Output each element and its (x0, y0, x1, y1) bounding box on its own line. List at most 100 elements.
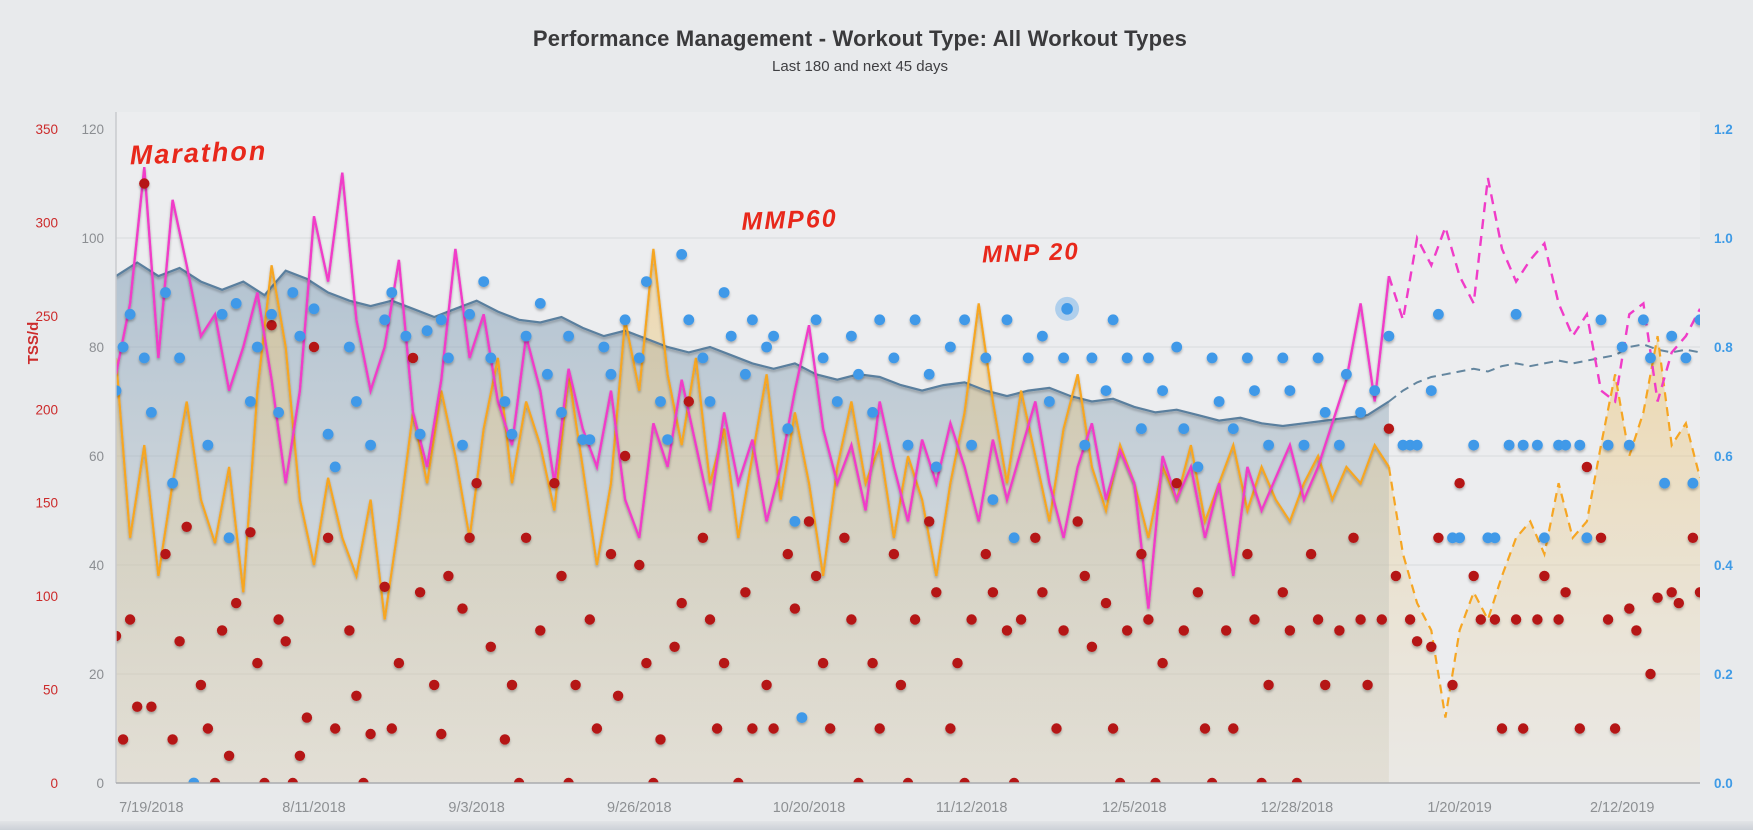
intensity-dot[interactable] (888, 352, 900, 364)
intensity-dot[interactable] (761, 341, 772, 353)
intensity-dot[interactable] (768, 330, 779, 342)
intensity-dot[interactable] (1687, 477, 1699, 489)
intensity-dot[interactable] (506, 428, 518, 440)
workout-dot[interactable] (485, 641, 496, 652)
workout-dot[interactable] (146, 701, 157, 712)
workout-dot[interactable] (506, 679, 518, 691)
workout-dot[interactable] (895, 679, 907, 691)
intensity-dot[interactable] (252, 341, 263, 353)
intensity-dot[interactable] (676, 249, 688, 260)
workout-dot[interactable] (1489, 614, 1501, 625)
workout-dot[interactable] (1086, 641, 1098, 652)
intensity-dot[interactable] (987, 494, 999, 505)
workout-dot[interactable] (167, 734, 178, 745)
intensity-dot[interactable] (1312, 352, 1324, 364)
intensity-dot[interactable] (1107, 314, 1119, 326)
workout-dot[interactable] (436, 728, 447, 740)
workout-dot[interactable] (1609, 723, 1621, 734)
workout-dot[interactable] (1687, 532, 1699, 543)
workout-dot[interactable] (111, 630, 122, 642)
workout-dot[interactable] (1433, 532, 1444, 543)
intensity-dot[interactable] (414, 428, 426, 440)
workout-dot[interactable] (379, 581, 390, 592)
workout-dot[interactable] (1574, 723, 1586, 734)
intensity-dot[interactable] (245, 396, 256, 407)
intensity-dot[interactable] (230, 298, 242, 309)
workout-dot[interactable] (1447, 679, 1458, 691)
intensity-dot[interactable] (1454, 532, 1465, 544)
workout-dot[interactable] (457, 603, 468, 614)
intensity-dot[interactable] (662, 434, 673, 445)
intensity-dot[interactable] (902, 439, 914, 451)
intensity-dot[interactable] (1121, 352, 1133, 364)
workout-dot[interactable] (1058, 625, 1069, 636)
workout-dot[interactable] (1122, 625, 1133, 636)
intensity-dot[interactable] (351, 396, 362, 407)
intensity-dot[interactable] (1058, 352, 1069, 364)
intensity-dot[interactable] (959, 314, 970, 326)
workout-dot[interactable] (1192, 587, 1204, 598)
intensity-dot[interactable] (697, 352, 709, 364)
workout-dot[interactable] (1277, 587, 1289, 598)
intensity-dot[interactable] (747, 314, 758, 326)
workout-dot[interactable] (1355, 614, 1366, 625)
stress-line-forecast[interactable] (1387, 177, 1700, 404)
intensity-dot[interactable] (1680, 352, 1692, 364)
intensity-dot[interactable] (111, 385, 122, 396)
workout-dot[interactable] (358, 777, 369, 788)
intensity-dot[interactable] (1694, 314, 1706, 326)
intensity-dot[interactable] (223, 532, 235, 544)
intensity-dot[interactable] (1355, 407, 1366, 418)
intensity-dot[interactable] (641, 276, 652, 287)
intensity-dot[interactable] (138, 352, 150, 364)
intensity-dot[interactable] (1411, 439, 1423, 451)
workout-dot[interactable] (1532, 614, 1543, 625)
intensity-dot[interactable] (598, 341, 610, 353)
intensity-dot[interactable] (117, 341, 129, 353)
intensity-dot[interactable] (1666, 330, 1678, 342)
intensity-dot[interactable] (817, 352, 829, 364)
workout-dot[interactable] (132, 701, 143, 712)
workout-dot[interactable] (1411, 636, 1423, 647)
intensity-dot[interactable] (146, 407, 157, 418)
intensity-dot[interactable] (846, 330, 857, 342)
workout-dot[interactable] (273, 614, 284, 625)
intensity-dot[interactable] (1383, 330, 1395, 342)
workout-dot[interactable] (704, 614, 716, 625)
intensity-dot[interactable] (1206, 352, 1218, 364)
workout-dot[interactable] (1114, 777, 1126, 788)
workout-dot[interactable] (1468, 570, 1479, 582)
workout-dot[interactable] (308, 341, 320, 353)
intensity-dot[interactable] (1157, 385, 1168, 396)
series-layer[interactable] (111, 166, 1706, 788)
workout-dot[interactable] (1652, 592, 1663, 603)
workout-dot[interactable] (464, 532, 475, 543)
workout-dot[interactable] (803, 516, 815, 527)
workout-dot[interactable] (1383, 423, 1395, 434)
intensity-dot[interactable] (329, 461, 341, 473)
intensity-dot[interactable] (1602, 439, 1614, 451)
intensity-dot[interactable] (1213, 396, 1225, 407)
intensity-dot[interactable] (1659, 477, 1670, 489)
workout-dot[interactable] (252, 657, 263, 669)
workout-dot[interactable] (1249, 614, 1260, 625)
workout-dot[interactable] (924, 516, 935, 527)
workout-dot[interactable] (322, 532, 334, 543)
workout-dot[interactable] (669, 641, 680, 652)
workout-dot[interactable] (1136, 548, 1147, 560)
intensity-dot[interactable] (1532, 439, 1543, 451)
intensity-dot[interactable] (867, 407, 878, 418)
intensity-dot[interactable] (167, 477, 179, 489)
intensity-dot[interactable] (1192, 461, 1204, 473)
workout-dot[interactable] (1305, 548, 1317, 560)
workout-dots[interactable] (111, 178, 1705, 788)
workout-dot[interactable] (1320, 679, 1331, 691)
intensity-dot[interactable] (435, 314, 447, 326)
workout-dot[interactable] (874, 723, 885, 734)
workout-dot[interactable] (584, 614, 595, 625)
workout-dot[interactable] (846, 614, 857, 625)
intensity-dot[interactable] (1022, 352, 1034, 364)
workout-dot[interactable] (1206, 777, 1218, 788)
workout-dot[interactable] (1008, 777, 1020, 788)
workout-dot[interactable] (535, 625, 546, 636)
